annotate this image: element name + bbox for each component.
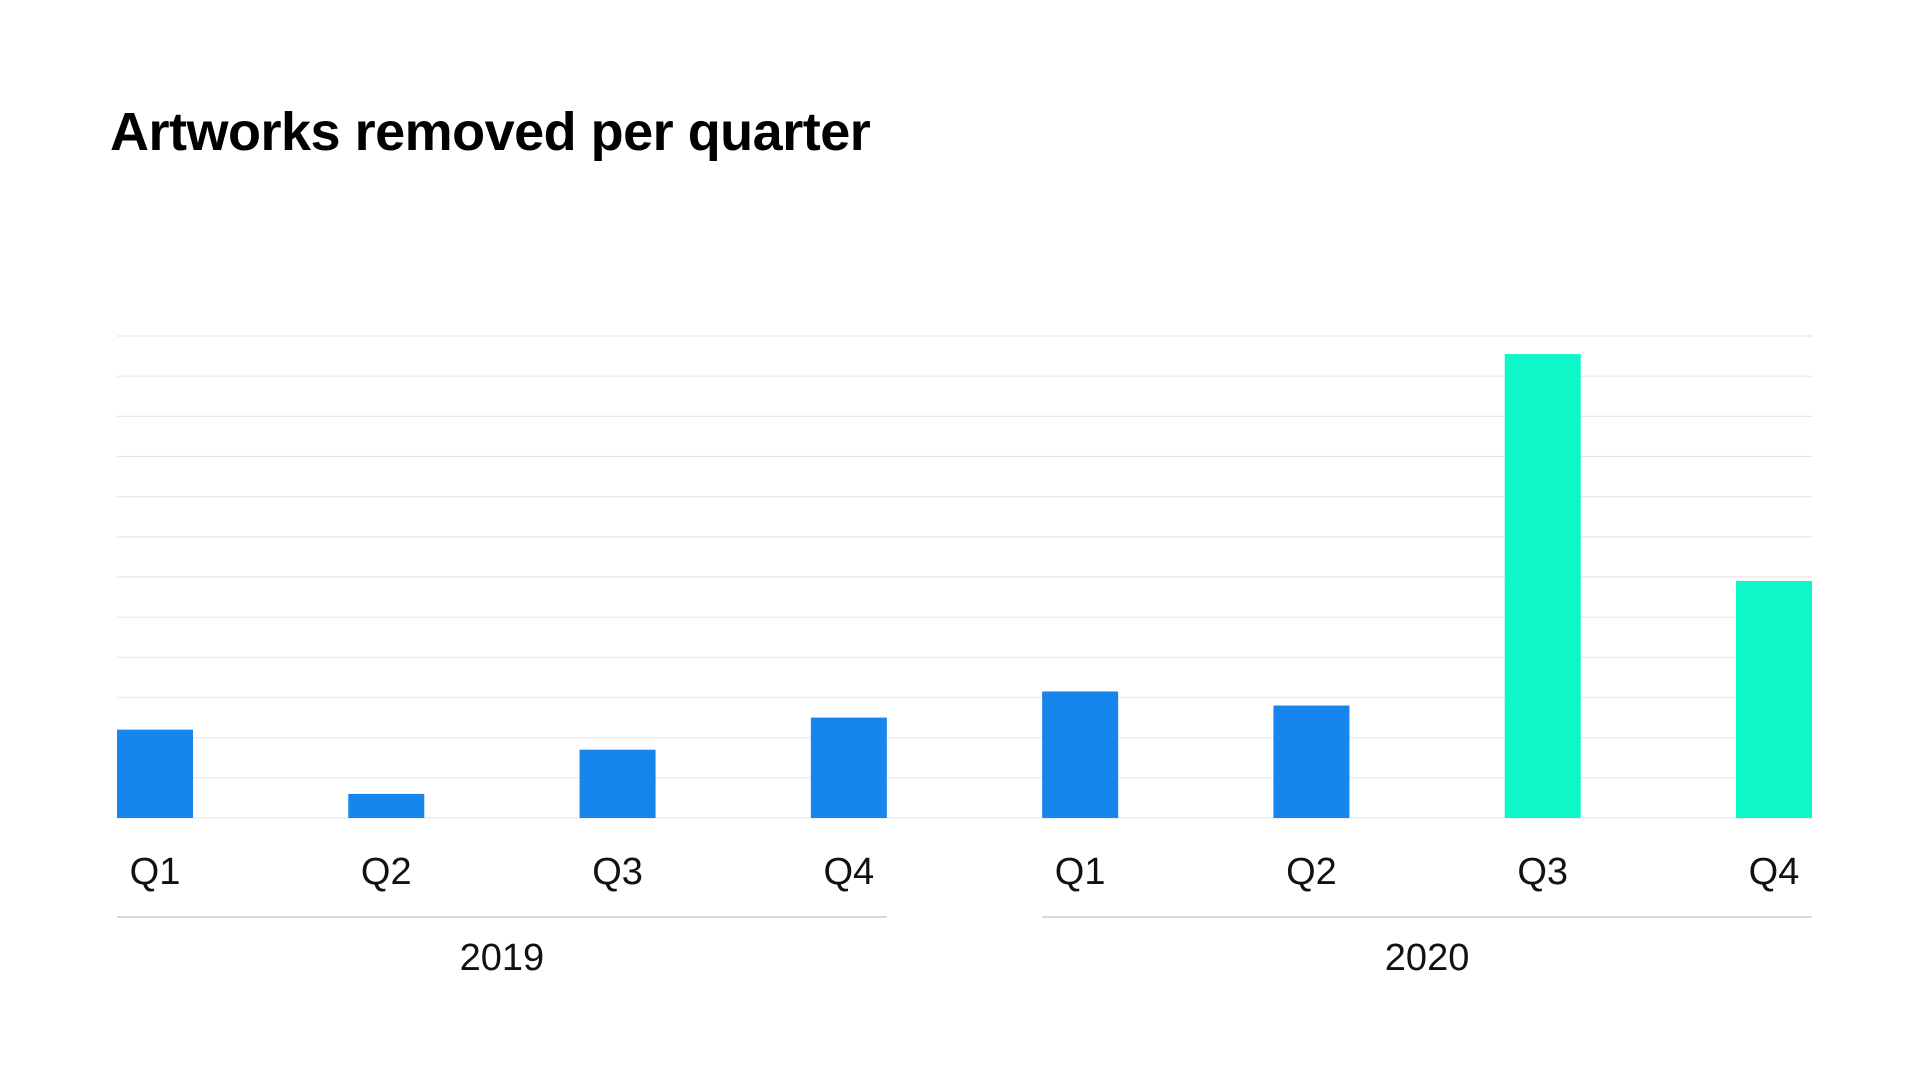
year-label: 2019 [460,937,545,979]
year-label: 2020 [1385,937,1470,979]
category-labels: Q1 Q2 Q3 Q4 Q1 Q2 Q3 Q4 [130,851,1800,893]
x-tick-label: Q1 [1055,851,1106,893]
bar [579,749,656,818]
x-tick-label: Q1 [130,851,181,893]
bar [1273,705,1350,818]
x-tick-label: Q3 [592,851,643,893]
x-tick-label: Q4 [824,851,875,893]
bar [1736,581,1812,818]
bar [117,729,193,818]
x-tick-label: Q3 [1517,851,1568,893]
chart-title: Artworks removed per quarter [110,102,871,162]
x-tick-label: Q2 [1286,851,1337,893]
bar [1042,691,1119,818]
year-groups: 2019 2020 [117,916,1812,979]
bars [117,354,1812,818]
x-tick-label: Q2 [361,851,412,893]
bar [348,793,425,818]
bar [1504,354,1581,818]
bar [810,717,887,818]
x-tick-label: Q4 [1749,851,1800,893]
